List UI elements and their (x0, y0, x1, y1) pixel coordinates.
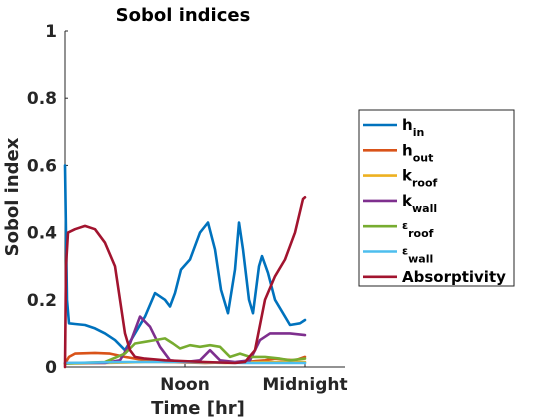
legend-box (358, 109, 515, 287)
legend-subscript: in (413, 126, 425, 139)
legend-entry: hin (402, 116, 424, 139)
y-tick-label: 0.8 (27, 89, 57, 109)
y-tick-label: 0 (45, 358, 57, 378)
legend-subscript: wall (408, 253, 433, 266)
series-line-0 (63, 164, 307, 352)
legend-name: ε (402, 219, 408, 232)
legend-entry: εroof (402, 219, 434, 240)
legend-name: k (402, 192, 413, 210)
chart-title: Sobol indices (116, 5, 251, 26)
legend-subscript: roof (408, 227, 434, 240)
legend-entry: hout (402, 141, 433, 164)
legend-subscript: wall (412, 202, 437, 215)
series-line-3 (63, 315, 307, 365)
legend-name: k (402, 167, 413, 185)
y-tick-label: 0.4 (27, 224, 57, 244)
y-ticks: 0 0.2 0.4 0.6 0.8 1 (27, 22, 68, 378)
legend-name: Absorptivity (402, 268, 506, 286)
series-line-6 (63, 196, 307, 369)
series-lines (63, 164, 307, 369)
x-tick-label: Noon (160, 375, 210, 395)
legend-name: ε (402, 245, 408, 258)
legend-entry: εwall (402, 245, 433, 266)
y-axis-label: Sobol index (2, 137, 23, 256)
legend-name: h (402, 116, 413, 134)
legend-subscript: roof (412, 177, 438, 190)
legend-subscript: out (413, 151, 434, 164)
y-tick-label: 0.2 (27, 291, 57, 311)
x-ticks: Noon Midnight (160, 364, 348, 395)
legend-entry: kroof (402, 167, 438, 190)
y-tick-label: 1 (45, 22, 57, 42)
legend-entry: kwall (402, 192, 437, 215)
y-tick-label: 0.6 (27, 156, 57, 176)
x-tick-label: Midnight (262, 375, 347, 395)
series-line-4 (63, 337, 307, 365)
legend-name: h (402, 141, 413, 159)
legend-entry: Absorptivity (402, 268, 506, 286)
x-axis-label: Time [hr] (151, 398, 245, 419)
